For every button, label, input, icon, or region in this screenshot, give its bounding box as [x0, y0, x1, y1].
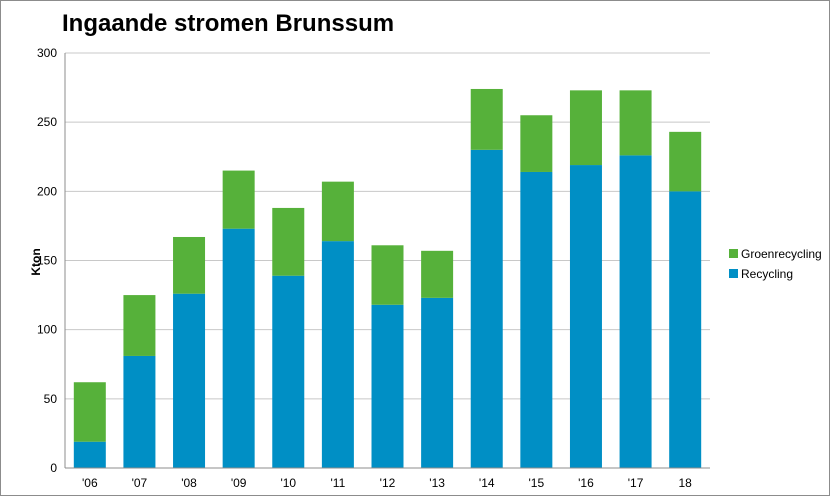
gridlines: [65, 52, 710, 400]
bar-recycling: [619, 155, 652, 468]
bar-recycling: [321, 241, 354, 468]
bar-recycling: [371, 304, 404, 468]
y-tick-label: 50: [44, 392, 58, 406]
bar-groenrecycling: [569, 90, 602, 166]
y-tick-label: 150: [37, 254, 57, 268]
bar-recycling: [520, 171, 553, 468]
y-tick-label: 200: [37, 184, 57, 198]
bar-recycling: [123, 355, 156, 468]
y-tick-label: 0: [50, 461, 57, 475]
x-tick-label: 18: [679, 476, 693, 490]
legend-swatch: [729, 269, 738, 278]
x-tick-label: '06: [82, 476, 98, 490]
bar-groenrecycling: [520, 115, 553, 172]
bar-groenrecycling: [222, 170, 255, 229]
bar-groenrecycling: [123, 295, 156, 356]
axes: 0 50 100 150 200 250 300 '06 '07 '08 '09 '10 '11 '12 '…: [37, 46, 710, 490]
bar-groenrecycling: [173, 236, 206, 294]
x-tick-label: '11: [331, 476, 346, 490]
bar-recycling: [569, 165, 602, 469]
x-tick-label: '07: [132, 476, 148, 490]
legend-label: Groenrecycling: [741, 247, 822, 261]
bar-recycling: [173, 293, 206, 468]
legend: Groenrecycling Recycling: [729, 247, 822, 281]
y-tick-label: 100: [37, 323, 57, 337]
bar-groenrecycling: [73, 382, 106, 442]
chart-title: Ingaande stromen Brunssum: [62, 10, 395, 37]
bar-recycling: [222, 228, 255, 468]
bar-groenrecycling: [470, 88, 503, 150]
bar-recycling: [421, 297, 454, 468]
x-tick-label: '10: [280, 476, 296, 490]
y-tick-label: 300: [37, 46, 57, 60]
bar-recycling: [73, 441, 106, 468]
x-tick-label: '17: [628, 476, 644, 490]
x-tick-label: '15: [529, 476, 545, 490]
bar-groenrecycling: [272, 207, 305, 276]
y-axis-label: Kton: [29, 248, 43, 275]
x-tick-label: '14: [479, 476, 495, 490]
x-tick-label: '09: [231, 476, 247, 490]
bar-recycling: [669, 191, 702, 469]
bar-groenrecycling: [371, 245, 404, 305]
bar-recycling: [272, 275, 305, 468]
legend-swatch: [729, 249, 738, 258]
x-tick-label: '13: [429, 476, 445, 490]
y-tick-label: 250: [37, 115, 57, 129]
x-tick-label: '08: [181, 476, 197, 490]
x-tick-label: '12: [380, 476, 396, 490]
x-tick-label: '16: [578, 476, 594, 490]
bars: [73, 88, 702, 469]
bar-groenrecycling: [669, 131, 702, 192]
bar-groenrecycling: [421, 250, 454, 298]
bar-recycling: [470, 149, 503, 469]
bar-groenrecycling: [619, 90, 652, 156]
legend-label: Recycling: [741, 267, 793, 281]
bar-groenrecycling: [321, 181, 354, 242]
